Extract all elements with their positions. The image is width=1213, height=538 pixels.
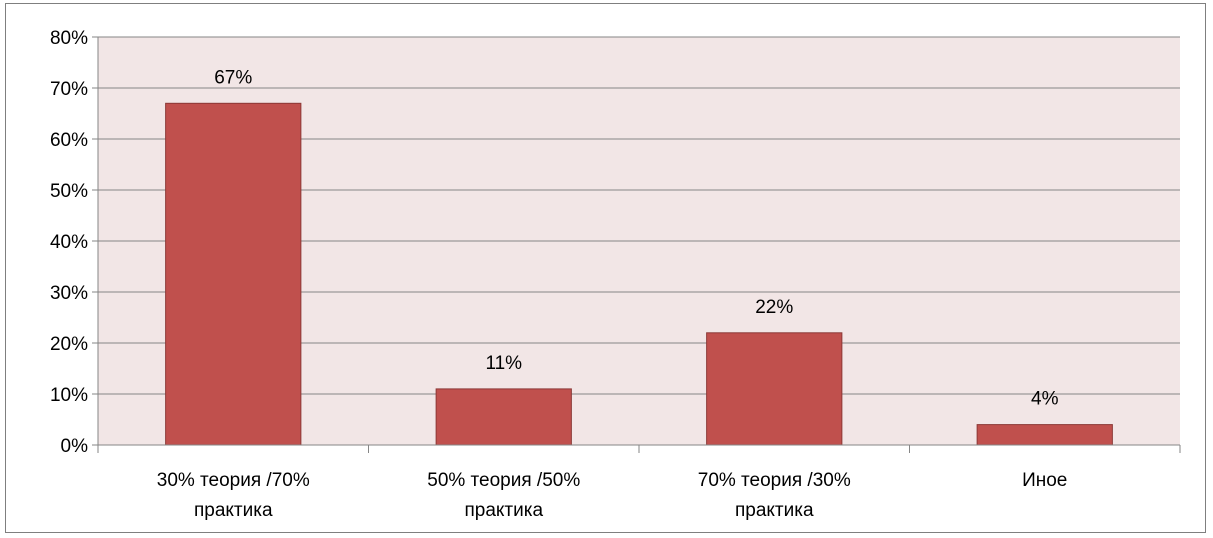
bar [706, 332, 843, 446]
y-tick-label: 60% [50, 130, 88, 151]
y-tick-label: 20% [50, 334, 88, 355]
x-category-label: 50% теория /50% практика [427, 470, 580, 521]
bar [165, 102, 302, 446]
data-label: 67% [214, 67, 252, 88]
bars [165, 102, 1113, 446]
y-tick-label: 80% [50, 28, 88, 49]
data-label: 4% [1031, 389, 1059, 410]
data-label: 11% [485, 353, 522, 374]
y-tick-label: 0% [61, 436, 89, 457]
bar [976, 424, 1113, 446]
y-tick-label: 50% [50, 181, 88, 202]
y-tick-label: 40% [50, 232, 88, 253]
y-tick-label: 10% [50, 385, 88, 406]
x-category-label: Иное [1022, 470, 1067, 491]
data-label: 22% [755, 297, 793, 318]
y-tick-label: 70% [50, 79, 88, 100]
y-tick-label: 30% [50, 283, 88, 304]
x-category-label: 70% теория /30% практика [698, 470, 851, 521]
bar [435, 388, 572, 446]
data-labels: 67% 11% 22% 4% [214, 67, 1058, 409]
x-category-label: 30% теория /70% практика [157, 470, 310, 521]
y-axis-ticks: 0% 10% 20% 30% 40% 50% 60% 70% 80% [50, 28, 98, 457]
x-axis-labels: 30% теория /70% практика 50% теория /50% пр… [157, 470, 1068, 521]
